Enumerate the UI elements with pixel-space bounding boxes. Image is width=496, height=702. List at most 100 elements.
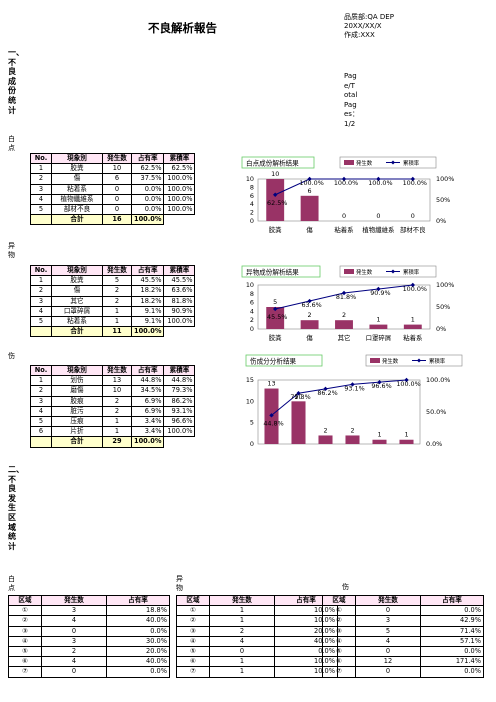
cumulative-label: 100.0% [299, 179, 323, 187]
region-rate: 20.0% [106, 645, 170, 658]
region-count: 5 [355, 625, 421, 637]
bar-value-label: 1 [411, 316, 415, 324]
region-count: 2 [209, 625, 275, 637]
cumulative-point [307, 298, 312, 304]
region-rate: 42.9% [420, 615, 484, 627]
region-id: ⑤ [8, 645, 42, 658]
legend-bar-swatch [344, 160, 354, 165]
table-row: 4 植物纖維系 0 0.0% 100.0% [30, 193, 196, 205]
total-count: 11 [102, 326, 132, 338]
plot-area [257, 379, 421, 445]
table-cell: 44.8% [130, 375, 165, 387]
region-count: 0 [209, 645, 275, 658]
table-cell: 0 [102, 203, 132, 216]
table-cell [30, 214, 52, 226]
table-cell: 胶粪 [51, 163, 103, 175]
y-tick-label: 10 [246, 281, 254, 289]
table-row: 2 傷 2 18.2% 63.6% [30, 285, 196, 297]
table-row: 4 脏污 2 6.9% 93.1% [30, 405, 196, 417]
column-header: 発生数 [102, 364, 132, 377]
section1-label: 一、不良成份统计 [8, 48, 24, 115]
foreign-defect-table: No. 現象別 発生数 占有率 累積率 1 胶粪 5 45.5% 45.5% 2 傷 2 18.2% 63.… [30, 264, 196, 338]
table-cell: 9.1% [130, 315, 165, 328]
table-cell: 3.4% [130, 415, 165, 428]
table-cell: 1 [102, 426, 132, 438]
region-count: 1 [209, 615, 275, 627]
table-cell: 45.5% [163, 275, 196, 287]
bar [266, 307, 285, 329]
table-cell: 10 [102, 385, 132, 397]
cumulative-point [273, 306, 278, 312]
region-count: 1 [209, 666, 275, 678]
cumulative-label: 96.6% [371, 382, 391, 390]
region-rate: 0.0% [106, 666, 170, 678]
table-cell: 100.0% [163, 426, 196, 438]
cumulative-point [377, 379, 382, 385]
column-header: 占有率 [106, 594, 170, 607]
y-tick-label: 10 [246, 397, 254, 405]
table-cell: 粘着系 [51, 315, 103, 328]
table-cell: 2 [30, 285, 52, 297]
table-cell: 胶粪 [51, 275, 103, 287]
cumulative-point [410, 176, 415, 182]
table-row: 2 磨傷 10 34.5% 79.3% [30, 385, 196, 397]
table-row: ⑥ 4 40.0% [8, 656, 170, 668]
region-id: ③ [176, 625, 210, 637]
column-header: 区域 [8, 594, 42, 607]
table-cell: 6 [30, 426, 52, 438]
foreign-region-label: 异物 [176, 575, 183, 592]
page-info: Pag e/T otal Pag es： 1/2 [344, 72, 359, 128]
white-pareto-chart: 白点成份解析结果 発生数 累積率02468100%50%100%10胶粪6傷0粘着系… [241, 156, 454, 234]
table-row: ④ 4 57.1% [322, 635, 484, 647]
table-cell: 傷 [51, 173, 103, 185]
y-tick-label: 15 [246, 376, 254, 384]
table-cell: 5 [30, 415, 52, 428]
y2-tick-label: 0% [436, 325, 446, 333]
region-count: 2 [41, 645, 107, 658]
chart-title: 伤成分分析结果 [250, 357, 297, 366]
table-cell: 2 [102, 405, 132, 417]
bar-value-label: 13 [267, 380, 275, 388]
bar [369, 324, 388, 329]
table-cell: 100.0% [163, 193, 196, 205]
report-meta: 品质部:QA DEP 20XX/XX/X 作成:XXX [344, 13, 394, 40]
y2-tick-label: 100.0% [426, 376, 450, 384]
foreign-sub-label: 异物 [8, 242, 15, 259]
legend-label: 累積率 [403, 268, 420, 276]
region-count: 3 [355, 615, 421, 627]
bar [403, 324, 422, 329]
table-cell: 划伤 [51, 375, 103, 387]
scratch-defect-table: No. 現象別 発生数 占有率 累積率 1 划伤 13 44.8% 44.8% 2 磨傷 10 34.5%… [30, 364, 196, 448]
legend-label: 累積率 [403, 159, 420, 167]
bar [345, 435, 360, 444]
column-header: 発生数 [209, 594, 275, 607]
table-cell: 植物纖維系 [51, 193, 103, 205]
total-label: 合計 [51, 214, 103, 226]
x-tick-label: 傷 [306, 225, 313, 234]
y-tick-label: 4 [250, 307, 254, 315]
table-cell: 2 [102, 295, 132, 307]
column-header: 現象別 [51, 264, 103, 277]
table-cell: 2 [102, 285, 132, 297]
column-header: 発生数 [41, 594, 107, 607]
bar [266, 179, 285, 221]
bar-value-label: 1 [377, 431, 381, 439]
cumulative-label: 44.8% [263, 419, 283, 427]
bar-value-label: 2 [308, 311, 312, 319]
column-header: 発生数 [355, 594, 421, 607]
table-cell: 1 [30, 163, 52, 175]
y-tick-label: 2 [250, 209, 254, 217]
legend-label: 発生数 [356, 159, 373, 167]
region-count: 0 [41, 666, 107, 678]
region-count: 0 [355, 645, 421, 658]
table-row: ⑤ 0 0.0% [322, 645, 484, 658]
table-cell: 9.1% [130, 305, 165, 317]
column-header: 発生数 [102, 264, 132, 277]
table-header-row: 区域 発生数 占有率 [8, 594, 170, 607]
y-tick-label: 0 [250, 325, 254, 333]
table-header-row: No. 現象別 発生数 占有率 累積率 [30, 264, 196, 277]
region-id: ④ [8, 635, 42, 647]
table-row: ② 1 10.0% [176, 615, 338, 627]
region-rate: 0.0% [420, 666, 484, 678]
region-id: ⑥ [322, 656, 356, 668]
